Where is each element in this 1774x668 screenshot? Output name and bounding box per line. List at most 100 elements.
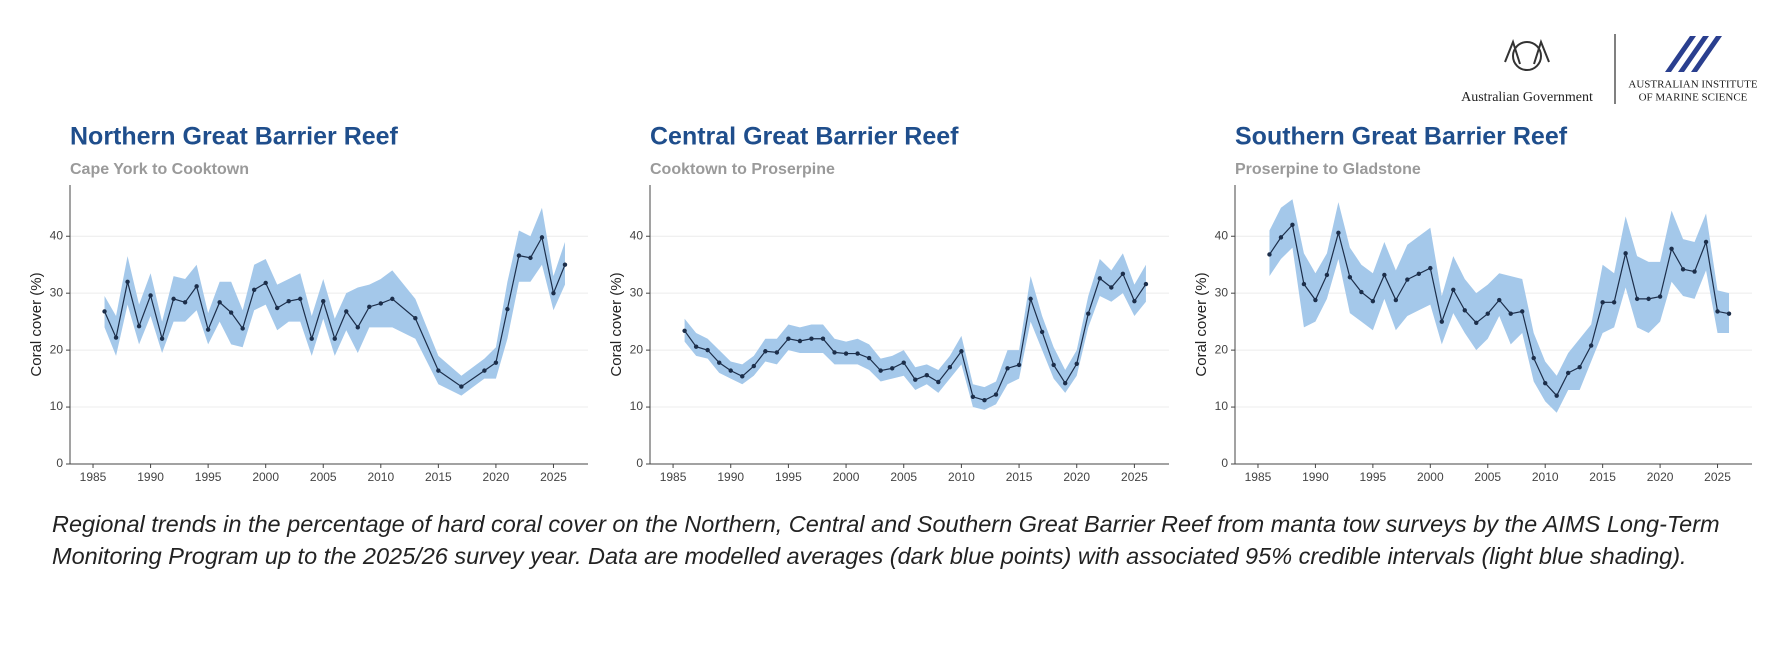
x-tick-label: 2000 xyxy=(1417,470,1444,484)
x-tick-label: 2015 xyxy=(1589,470,1616,484)
y-tick-label: 10 xyxy=(50,399,64,413)
x-tick-label: 2005 xyxy=(890,470,917,484)
credible-band xyxy=(684,253,1146,410)
data-point xyxy=(924,372,929,378)
chart-title: Northern Great Barrier Reef xyxy=(70,123,399,151)
x-tick-label: 1985 xyxy=(660,470,687,484)
data-point xyxy=(1109,285,1114,290)
data-point xyxy=(1474,320,1479,325)
x-tick-label: 2020 xyxy=(1063,470,1090,484)
data-point xyxy=(1439,319,1445,324)
data-point xyxy=(1508,311,1513,316)
x-tick-label: 1995 xyxy=(195,470,222,484)
data-point xyxy=(728,368,733,373)
data-point xyxy=(1588,343,1594,348)
data-point xyxy=(182,300,188,305)
data-point xyxy=(286,298,291,304)
crest-icon xyxy=(1512,41,1542,71)
crest-icon xyxy=(1504,39,1550,65)
data-point xyxy=(1301,281,1307,287)
data-point xyxy=(228,310,234,315)
x-tick-label: 2015 xyxy=(425,470,452,484)
chart-subtitle: Cooktown to Proserpine xyxy=(650,161,835,178)
data-point xyxy=(528,255,533,261)
x-tick-label: 2000 xyxy=(252,470,279,484)
data-point xyxy=(740,374,745,379)
data-point xyxy=(1428,265,1433,271)
data-point xyxy=(275,305,280,311)
y-tick-label: 20 xyxy=(630,342,644,356)
x-tick-label: 2025 xyxy=(1121,470,1148,484)
data-point xyxy=(809,336,814,341)
chart-subtitle: Proserpine to Gladstone xyxy=(1235,161,1421,178)
data-point xyxy=(1051,362,1056,368)
data-point xyxy=(436,368,441,373)
x-tick-label: 2000 xyxy=(833,470,860,484)
data-point xyxy=(1669,246,1674,251)
y-axis-label: Coral cover (%) xyxy=(608,272,625,376)
data-point xyxy=(774,350,780,355)
data-point xyxy=(1347,275,1353,280)
data-point xyxy=(1097,276,1103,281)
data-point xyxy=(539,235,545,240)
data-point xyxy=(1290,222,1295,228)
data-point xyxy=(1565,370,1571,376)
x-tick-label: 1990 xyxy=(717,470,744,484)
data-point xyxy=(1623,251,1628,256)
data-point xyxy=(205,327,211,332)
data-point xyxy=(493,360,499,365)
data-point xyxy=(1074,361,1079,366)
x-tick-label: 2020 xyxy=(1647,470,1674,484)
data-point xyxy=(936,379,941,385)
data-point xyxy=(1336,230,1341,236)
data-point xyxy=(682,328,687,333)
y-axis-label: Coral cover (%) xyxy=(1193,272,1210,376)
data-point xyxy=(1703,239,1709,245)
aims-icon xyxy=(1665,36,1722,72)
data-point xyxy=(1611,300,1617,305)
data-point xyxy=(125,279,130,284)
x-tick-label: 1990 xyxy=(1302,470,1329,484)
y-tick-label: 40 xyxy=(1215,228,1229,242)
data-point xyxy=(1485,311,1490,316)
data-point xyxy=(1324,272,1330,278)
y-tick-label: 10 xyxy=(630,399,644,413)
data-point xyxy=(367,304,372,310)
data-point xyxy=(1680,267,1686,272)
data-point xyxy=(516,253,522,258)
x-tick-label: 2010 xyxy=(367,470,394,484)
data-point xyxy=(344,309,349,314)
credible-band xyxy=(104,207,565,396)
data-point xyxy=(717,360,722,365)
data-point xyxy=(1267,252,1272,257)
x-tick-label: 2005 xyxy=(1474,470,1501,484)
institute-logo: AUSTRALIAN INSTITUTE xyxy=(1628,79,1758,91)
data-point xyxy=(786,336,791,341)
y-tick-label: 30 xyxy=(50,285,64,299)
data-point xyxy=(298,296,303,302)
data-point xyxy=(332,336,337,341)
data-point xyxy=(1634,296,1640,302)
data-point xyxy=(355,325,360,330)
y-tick-label: 20 xyxy=(1215,342,1229,356)
data-point xyxy=(751,363,756,369)
data-point xyxy=(1120,271,1126,277)
data-point xyxy=(1005,366,1010,371)
x-tick-label: 2025 xyxy=(540,470,567,484)
data-point xyxy=(148,293,153,298)
data-point xyxy=(1726,311,1732,316)
data-point xyxy=(240,326,245,331)
x-tick-label: 2025 xyxy=(1704,470,1731,484)
data-point xyxy=(217,300,222,305)
data-point xyxy=(1028,296,1033,302)
data-point xyxy=(1577,365,1582,370)
data-point xyxy=(1039,329,1045,335)
data-point xyxy=(390,296,395,302)
x-tick-label: 1995 xyxy=(775,470,802,484)
data-point xyxy=(505,306,510,312)
data-point xyxy=(482,368,487,373)
x-tick-label: 2020 xyxy=(483,470,510,484)
data-point xyxy=(1692,269,1697,274)
chart-title: Southern Great Barrier Reef xyxy=(1235,123,1568,151)
data-point xyxy=(1646,296,1651,302)
